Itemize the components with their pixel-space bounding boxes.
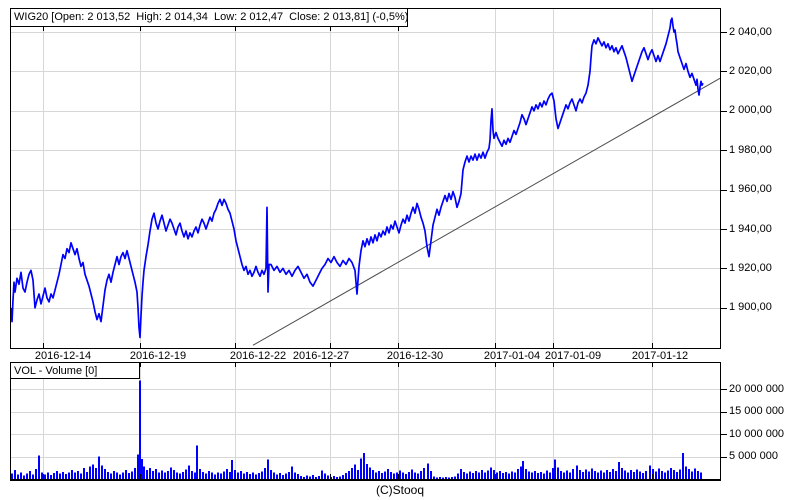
price-header-text: WIG20 [Open: 2 013,52 High: 2 014,34 Low…: [14, 11, 408, 23]
volume-panel-header: VOL - Volume [0]: [11, 363, 140, 379]
volume-header-text: VOL - Volume [0]: [14, 365, 98, 377]
axis-ticks: [43, 27, 727, 479]
volume-axis-label: 15 000 000: [729, 405, 785, 418]
price-axis-label: 1 920,00: [729, 261, 772, 274]
price-grid: [11, 9, 720, 348]
date-label: 2016-12-19: [129, 350, 187, 362]
volume-bars: [11, 380, 702, 479]
date-label: 2017-01-04: [483, 350, 541, 362]
date-label: 2017-01-09: [544, 350, 602, 362]
price-axis-label: 2 040,00: [729, 25, 772, 38]
date-label: 2017-01-12: [631, 350, 689, 362]
price-panel-header: WIG20 [Open: 2 013,52 High: 2 014,34 Low…: [11, 9, 408, 27]
price-axis-label: 2 020,00: [729, 64, 772, 77]
trendline: [252, 77, 721, 346]
copyright-text: (C)Stooq: [375, 483, 425, 497]
price-axis-label: 1 900,00: [729, 301, 772, 314]
price-panel-frame: [10, 8, 721, 349]
volume-axis-label: 20 000 000: [729, 382, 785, 395]
volume-panel-frame: [10, 362, 721, 481]
volume-axis-label: 10 000 000: [729, 427, 785, 440]
price-axis-label: 1 980,00: [729, 143, 772, 156]
price-line: [10, 17, 704, 339]
date-label: 2016-12-30: [386, 350, 444, 362]
volume-axis-label: 5 000 000: [729, 450, 778, 463]
price-axis-label: 1 940,00: [729, 222, 772, 235]
price-axis-label: 1 960,00: [729, 183, 772, 196]
date-label: 2016-12-27: [292, 350, 350, 362]
price-axis-label: 2 000,00: [729, 104, 772, 117]
date-label: 2016-12-22: [229, 350, 287, 362]
date-label: 2016-12-14: [34, 350, 92, 362]
